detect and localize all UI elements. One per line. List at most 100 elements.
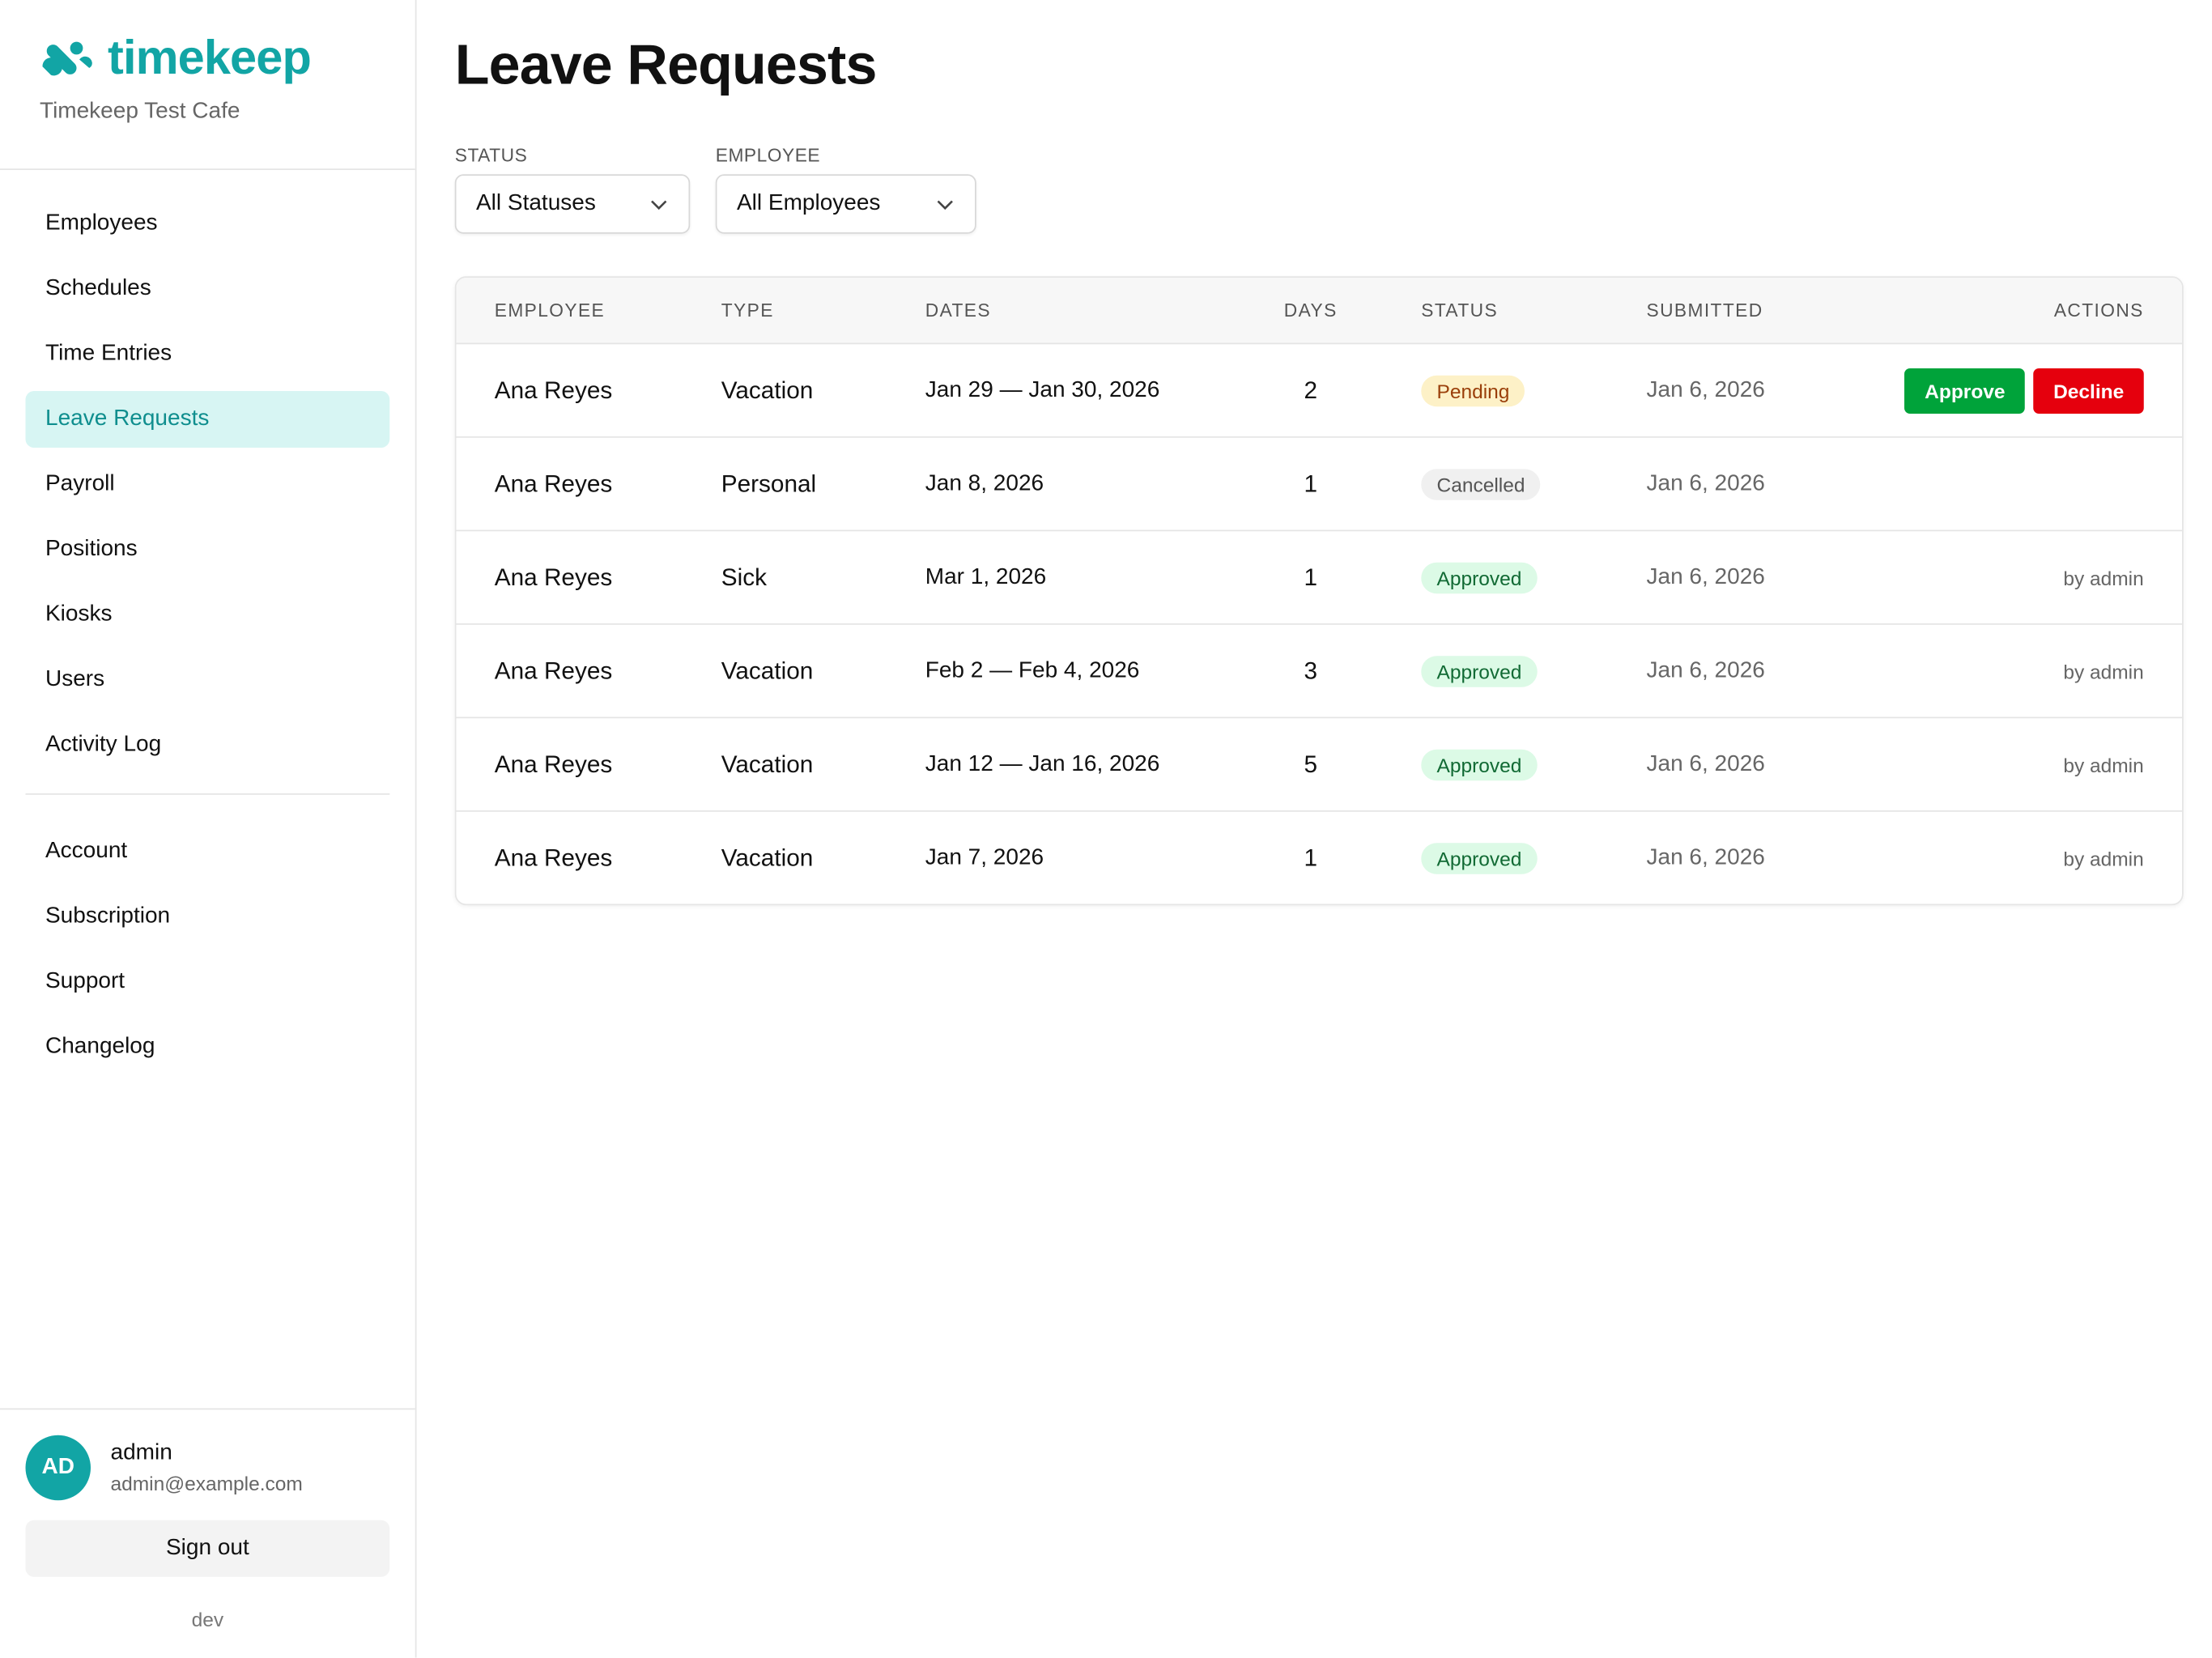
type-cell: Vacation	[721, 376, 814, 403]
employee-select[interactable]: All Employees	[715, 174, 976, 234]
dates-cell: Mar 1, 2026	[925, 564, 1047, 589]
status-cell: Pending	[1421, 374, 1525, 406]
sidebar-item-account[interactable]: Account	[45, 839, 128, 863]
user-name: admin	[110, 1440, 172, 1465]
sidebar-item-subscription[interactable]: Subscription	[45, 903, 171, 929]
days-cell: 5	[1304, 750, 1318, 777]
logo[interactable]: timekeep	[40, 31, 312, 87]
user-panel: AD admin admin@example.com Sign out dev	[0, 1408, 415, 1658]
logo-icon	[42, 40, 92, 75]
actions-cell: by admin	[2063, 750, 2143, 779]
actions-cell: by admin	[2063, 563, 2143, 592]
approved-by: by admin	[2063, 846, 2144, 869]
approved-by: by admin	[2063, 753, 2144, 776]
sidebar-item-time-entries[interactable]: Time Entries	[45, 341, 172, 366]
status-cell: Approved	[1421, 842, 1538, 874]
sidebar-item-changelog[interactable]: Changelog	[45, 1034, 155, 1059]
dates-cell: Jan 12 — Jan 16, 2026	[925, 751, 1160, 776]
employee-cell: Ana Reyes	[494, 470, 613, 497]
sidebar-item-employees[interactable]: Employees	[45, 210, 158, 236]
table-row: Ana Reyes Vacation Jan 7, 2026 1 Approve…	[457, 812, 2183, 904]
status-filter-label: STATUS	[454, 144, 528, 166]
sidebar-item-leave-requests[interactable]: Leave Requests	[25, 391, 390, 448]
avatar: AD	[25, 1435, 91, 1501]
sign-out-button[interactable]: Sign out	[25, 1520, 390, 1577]
actions-cell: by admin	[2063, 844, 2143, 872]
employee-filter-label: EMPLOYEE	[715, 144, 821, 166]
dates-cell: Jan 7, 2026	[925, 844, 1044, 869]
status-select-value: All Statuses	[476, 191, 596, 215]
table-header: EMPLOYEE TYPE DATES DAYS STATUS SUBMITTE…	[456, 278, 2182, 345]
sidebar-item-payroll[interactable]: Payroll	[45, 471, 115, 496]
sidebar-item-support[interactable]: Support	[45, 969, 125, 993]
sidebar-item-users[interactable]: Users	[45, 667, 105, 691]
employee-cell: Ana Reyes	[494, 657, 613, 684]
type-cell: Vacation	[721, 657, 814, 684]
type-cell: Sick	[721, 563, 767, 590]
page-title: Leave Requests	[454, 34, 878, 96]
status-cell: Approved	[1421, 655, 1538, 687]
sidebar-item-activity-log[interactable]: Activity Log	[45, 732, 162, 757]
dates-cell: Feb 2 — Feb 4, 2026	[925, 657, 1140, 682]
days-cell: 1	[1304, 563, 1318, 590]
status-badge: Cancelled	[1421, 468, 1541, 500]
decline-button[interactable]: Decline	[2033, 368, 2144, 414]
environment-label: dev	[191, 1608, 224, 1631]
header-submitted: SUBMITTED	[1646, 300, 1763, 321]
table-row: Ana Reyes Personal Jan 8, 2026 1 Cancell…	[456, 438, 2182, 532]
approve-button[interactable]: Approve	[1904, 368, 2026, 414]
header-actions: ACTIONS	[2053, 300, 2144, 321]
chevron-down-icon	[937, 200, 953, 210]
status-badge: Pending	[1421, 374, 1525, 406]
table-row: Ana Reyes Vacation Jan 29 — Jan 30, 2026…	[456, 344, 2182, 438]
nav-divider	[25, 793, 390, 795]
brand: timekeep Timekeep Test Cafe	[0, 0, 415, 170]
approved-by: by admin	[2063, 566, 2144, 589]
submitted-cell: Jan 6, 2026	[1646, 751, 1765, 776]
status-cell: Cancelled	[1421, 468, 1541, 500]
table-row: Ana Reyes Vacation Feb 2 — Feb 4, 2026 3…	[456, 625, 2182, 719]
employee-cell: Ana Reyes	[494, 376, 613, 403]
dates-cell: Jan 8, 2026	[925, 470, 1044, 495]
table-row: Ana Reyes Sick Mar 1, 2026 1 Approved Ja…	[456, 531, 2182, 625]
days-cell: 1	[1304, 470, 1318, 497]
days-cell: 2	[1304, 376, 1318, 403]
actions-cell: by admin	[2063, 657, 2143, 685]
sidebar-item-positions[interactable]: Positions	[45, 537, 138, 561]
sidebar-nav: Employees Schedules Time Entries Leave Requ…	[0, 170, 415, 1075]
submitted-cell: Jan 6, 2026	[1646, 844, 1765, 869]
submitted-cell: Jan 6, 2026	[1646, 657, 1765, 682]
header-status: STATUS	[1421, 300, 1499, 321]
employee-filter: EMPLOYEE All Employees	[715, 144, 976, 234]
status-badge: Approved	[1421, 561, 1538, 593]
status-select[interactable]: All Statuses	[454, 174, 691, 234]
employee-cell: Ana Reyes	[494, 563, 613, 590]
submitted-cell: Jan 6, 2026	[1646, 470, 1765, 495]
dates-cell: Jan 29 — Jan 30, 2026	[925, 377, 1160, 402]
approved-by: by admin	[2063, 659, 2144, 682]
days-cell: 3	[1304, 657, 1318, 684]
status-badge: Approved	[1421, 842, 1538, 874]
logo-text: timekeep	[108, 31, 312, 86]
user-email: admin@example.com	[110, 1472, 303, 1495]
actions-cell: Approve Decline	[1904, 368, 2144, 414]
table-row: Ana Reyes Vacation Jan 12 — Jan 16, 2026…	[456, 718, 2182, 812]
header-days: DAYS	[1283, 300, 1338, 321]
header-type: TYPE	[721, 300, 774, 321]
status-cell: Approved	[1421, 748, 1538, 780]
submitted-cell: Jan 6, 2026	[1646, 377, 1765, 402]
type-cell: Vacation	[721, 750, 814, 777]
type-cell: Vacation	[721, 844, 814, 871]
type-cell: Personal	[721, 470, 817, 497]
employee-cell: Ana Reyes	[494, 750, 613, 777]
submitted-cell: Jan 6, 2026	[1646, 564, 1765, 589]
status-badge: Approved	[1421, 655, 1538, 687]
sidebar: timekeep Timekeep Test Cafe Employees Sch…	[0, 0, 417, 1658]
status-filter: STATUS All Statuses	[454, 144, 691, 234]
employee-cell: Ana Reyes	[494, 844, 613, 871]
sidebar-item-kiosks[interactable]: Kiosks	[45, 602, 113, 627]
status-cell: Approved	[1421, 561, 1538, 593]
sidebar-item-schedules[interactable]: Schedules	[45, 276, 151, 300]
org-name: Timekeep Test Cafe	[40, 99, 240, 124]
employee-select-value: All Employees	[737, 191, 881, 215]
